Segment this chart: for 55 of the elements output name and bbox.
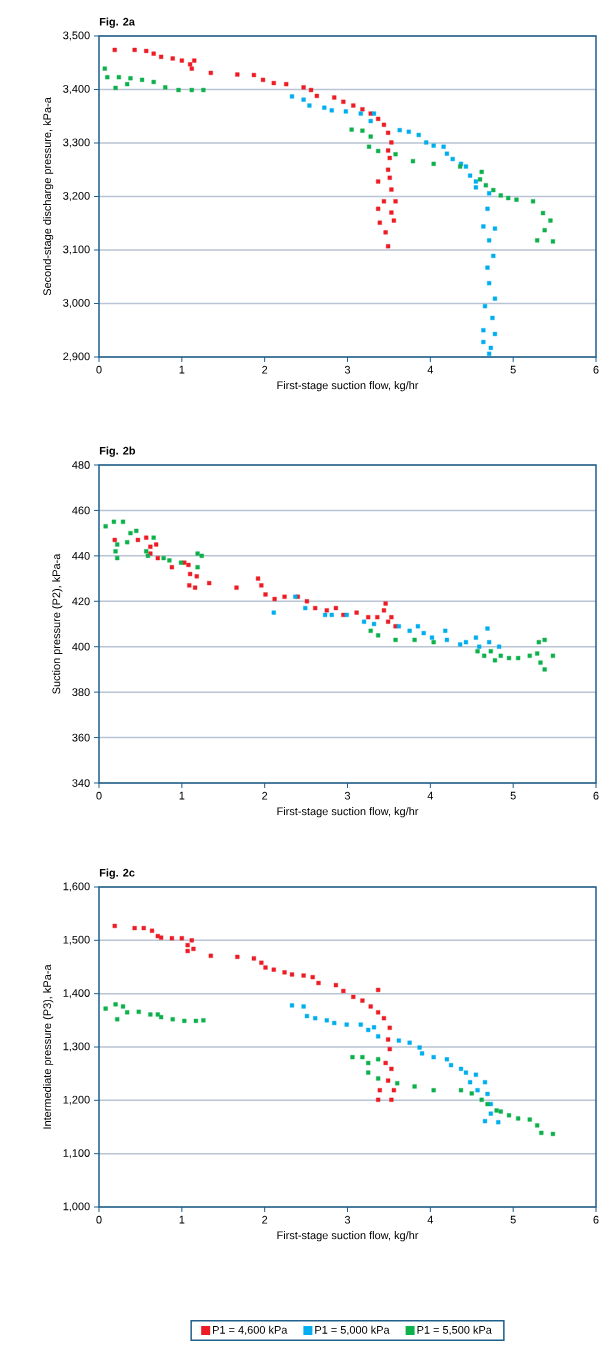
y-tick-label: 1,200 bbox=[63, 1095, 90, 1105]
x-tick-label: 1 bbox=[179, 1215, 185, 1224]
x-tick-label: 3 bbox=[344, 365, 351, 374]
x-tick-label: 2 bbox=[262, 1215, 268, 1224]
x-tick-label: 4 bbox=[427, 791, 434, 800]
y-tick-label: 3,100 bbox=[63, 245, 90, 255]
y-tick-label: 380 bbox=[72, 688, 90, 697]
x-tick-label: 2 bbox=[262, 791, 268, 800]
y-tick-label: 3,200 bbox=[63, 191, 90, 202]
y-tick-label: 2,900 bbox=[63, 352, 90, 362]
chart-title: Fig. 2c bbox=[99, 868, 135, 879]
x-tick-label: 6 bbox=[593, 1215, 599, 1224]
y-tick-label: 1,400 bbox=[63, 989, 90, 999]
x-tick-label: 4 bbox=[427, 1215, 434, 1224]
y-tick-label: 3,300 bbox=[63, 138, 90, 148]
y-tick-label: 420 bbox=[72, 597, 90, 606]
x-tick-label: 5 bbox=[510, 365, 516, 374]
legend-label: P1 = 5,500 kPa bbox=[417, 1325, 492, 1336]
y-axis-title: Intermediate pressure (P3), kPa-a bbox=[43, 964, 54, 1129]
chart-title: Fig. 2a bbox=[99, 17, 135, 28]
y-tick-label: 440 bbox=[72, 551, 90, 560]
x-tick-label: 1 bbox=[179, 365, 185, 374]
y-tick-label: 3,500 bbox=[63, 31, 90, 41]
y-tick-label: 400 bbox=[72, 642, 90, 651]
y-tick-label: 1,300 bbox=[63, 1042, 90, 1052]
legend-label: P1 = 4,600 kPa bbox=[213, 1325, 288, 1336]
y-axis-title: Second-stage discharge pressure, kPa-a bbox=[43, 97, 54, 296]
x-axis-title: First-stage suction flow, kg/hr bbox=[277, 807, 419, 818]
x-tick-label: 6 bbox=[593, 791, 599, 800]
x-tick-label: 0 bbox=[96, 791, 102, 800]
x-tick-label: 2 bbox=[262, 365, 268, 374]
y-tick-label: 340 bbox=[72, 779, 90, 787]
x-axis-title: First-stage suction flow, kg/hr bbox=[277, 381, 419, 392]
x-tick-label: 1 bbox=[179, 791, 185, 800]
x-tick-label: 5 bbox=[510, 1215, 516, 1224]
x-tick-label: 6 bbox=[593, 365, 599, 374]
x-tick-label: 0 bbox=[96, 1215, 102, 1224]
x-tick-label: 4 bbox=[427, 365, 434, 374]
y-tick-label: 460 bbox=[72, 506, 90, 515]
x-tick-label: 0 bbox=[96, 365, 102, 374]
y-tick-label: 1,100 bbox=[63, 1149, 90, 1159]
y-axis-title: Suction pressure (P2), kPa-a bbox=[52, 553, 63, 694]
y-tick-label: 1,500 bbox=[63, 935, 90, 945]
x-tick-label: 3 bbox=[344, 1215, 351, 1224]
legend-label: P1 = 5,000 kPa bbox=[315, 1325, 390, 1336]
x-axis-title: First-stage suction flow, kg/hr bbox=[277, 1231, 419, 1242]
y-tick-label: 3,400 bbox=[63, 84, 90, 95]
y-tick-label: 1,600 bbox=[63, 882, 90, 892]
chart-title: Fig. 2b bbox=[99, 446, 136, 457]
y-tick-label: 1,000 bbox=[63, 1202, 90, 1212]
x-tick-label: 5 bbox=[510, 791, 516, 800]
x-tick-label: 3 bbox=[344, 791, 351, 800]
y-tick-label: 360 bbox=[72, 733, 90, 742]
y-tick-label: 3,000 bbox=[63, 298, 90, 309]
y-tick-label: 480 bbox=[72, 461, 90, 469]
